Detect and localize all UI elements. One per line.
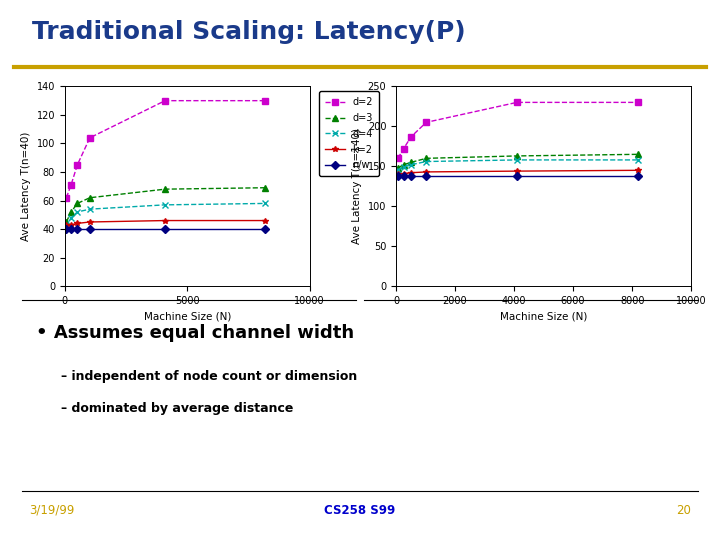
d=4 — [513, 157, 521, 163]
d=3 — [86, 194, 94, 201]
d=2 — [422, 119, 431, 126]
n/w — [161, 226, 169, 232]
Text: • Assumes equal channel width: • Assumes equal channel width — [36, 324, 354, 342]
n/w — [513, 173, 521, 179]
Line: k=2: k=2 — [395, 167, 641, 177]
d=2 — [261, 97, 270, 104]
d=2 — [513, 99, 521, 106]
Text: – dominated by average distance: – dominated by average distance — [61, 402, 294, 415]
Line: d=3: d=3 — [395, 152, 641, 171]
d=3 — [62, 219, 71, 225]
Line: n/w: n/w — [395, 173, 641, 179]
d=2 — [399, 145, 408, 152]
Text: Traditional Scaling: Latency(P): Traditional Scaling: Latency(P) — [32, 19, 466, 44]
k=2 — [513, 168, 521, 174]
k=2 — [67, 221, 76, 228]
Text: – independent of node count or dimension: – independent of node count or dimension — [61, 370, 357, 383]
n/w — [67, 226, 76, 232]
d=4 — [407, 161, 415, 168]
Text: 20: 20 — [676, 504, 691, 517]
n/w — [407, 173, 415, 179]
k=2 — [86, 219, 94, 225]
d=4 — [394, 166, 402, 173]
d=2 — [67, 181, 76, 188]
Text: CS258 S99: CS258 S99 — [325, 504, 395, 517]
k=2 — [161, 217, 169, 224]
d=3 — [422, 155, 431, 161]
d=3 — [261, 185, 270, 191]
d=4 — [422, 158, 431, 165]
d=4 — [73, 209, 81, 215]
n/w — [73, 226, 81, 232]
d=2 — [86, 134, 94, 141]
X-axis label: Machine Size (N): Machine Size (N) — [143, 312, 231, 321]
d=2 — [73, 161, 81, 168]
Line: n/w: n/w — [63, 226, 268, 232]
d=2 — [394, 155, 402, 161]
k=2 — [261, 217, 270, 224]
n/w — [261, 226, 270, 232]
d=2 — [62, 194, 71, 201]
Legend: d=2, d=3, d=4, k=2, n/w: d=2, d=3, d=4, k=2, n/w — [320, 91, 379, 176]
Line: d=3: d=3 — [63, 185, 268, 225]
Y-axis label: Ave Latency T(n=40): Ave Latency T(n=40) — [21, 132, 31, 241]
n/w — [86, 226, 94, 232]
k=2 — [422, 168, 431, 175]
Text: 3/19/99: 3/19/99 — [29, 504, 74, 517]
n/w — [634, 173, 642, 179]
Line: d=4: d=4 — [395, 157, 641, 172]
Line: d=2: d=2 — [63, 98, 268, 200]
k=2 — [634, 167, 642, 173]
d=4 — [261, 200, 270, 207]
Line: d=4: d=4 — [63, 201, 268, 229]
d=2 — [161, 97, 169, 104]
d=3 — [67, 209, 76, 215]
d=4 — [67, 214, 76, 221]
X-axis label: Machine Size (N): Machine Size (N) — [500, 312, 588, 321]
d=2 — [407, 133, 415, 140]
d=3 — [394, 165, 402, 171]
k=2 — [394, 171, 402, 178]
d=3 — [634, 151, 642, 158]
k=2 — [73, 220, 81, 227]
k=2 — [407, 170, 415, 176]
k=2 — [62, 221, 71, 228]
d=4 — [161, 201, 169, 208]
d=4 — [86, 206, 94, 212]
k=2 — [399, 170, 408, 177]
d=3 — [73, 200, 81, 207]
d=4 — [62, 223, 71, 230]
d=4 — [399, 164, 408, 170]
Line: k=2: k=2 — [63, 218, 268, 228]
Line: d=2: d=2 — [395, 99, 641, 161]
d=3 — [161, 186, 169, 192]
d=3 — [513, 153, 521, 159]
d=3 — [407, 159, 415, 166]
n/w — [62, 226, 71, 232]
n/w — [399, 173, 408, 179]
d=2 — [634, 99, 642, 106]
Y-axis label: Ave Latency T(n=140): Ave Latency T(n=140) — [352, 129, 362, 244]
n/w — [394, 173, 402, 179]
n/w — [422, 173, 431, 179]
d=3 — [399, 161, 408, 168]
d=4 — [634, 157, 642, 163]
